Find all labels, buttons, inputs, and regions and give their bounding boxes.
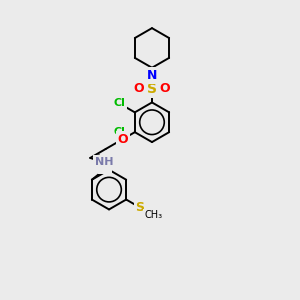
Text: N: N bbox=[147, 69, 157, 82]
Text: N: N bbox=[147, 69, 157, 82]
Text: O: O bbox=[160, 82, 170, 95]
Text: O: O bbox=[118, 133, 128, 146]
Text: Cl: Cl bbox=[113, 98, 125, 108]
Text: CH₃: CH₃ bbox=[145, 210, 163, 220]
Text: NH: NH bbox=[95, 157, 113, 167]
Text: S: S bbox=[135, 201, 144, 214]
Text: O: O bbox=[100, 159, 110, 172]
Text: Cl: Cl bbox=[113, 127, 125, 137]
Text: S: S bbox=[147, 82, 157, 96]
Text: O: O bbox=[134, 82, 144, 95]
